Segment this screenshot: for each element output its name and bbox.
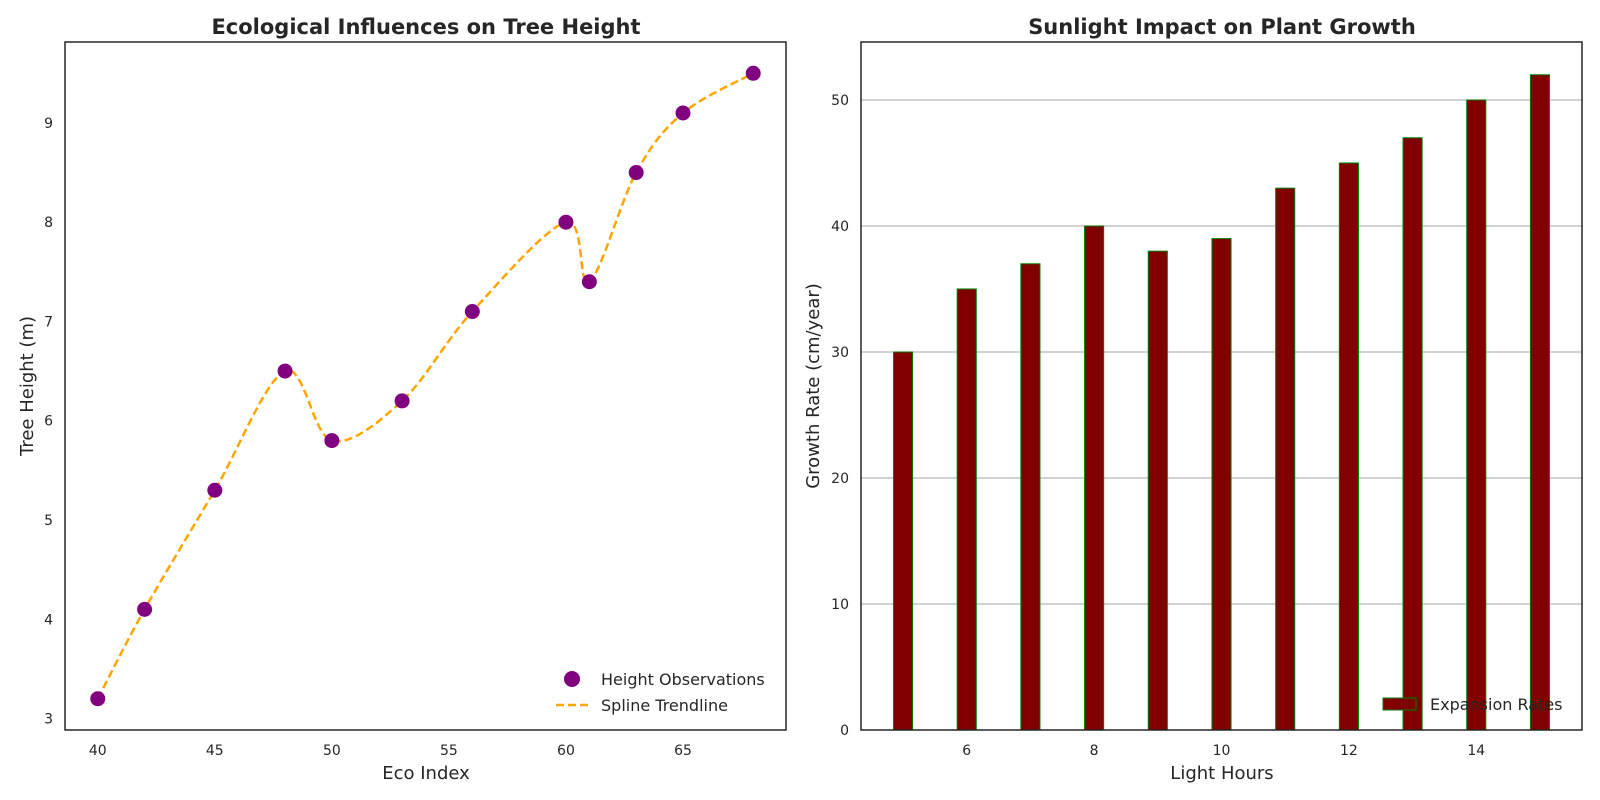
legend-marker-height-observations [564, 671, 580, 687]
bar [1020, 263, 1041, 731]
y-tick-label: 50 [831, 93, 849, 109]
scatter-point [90, 691, 106, 707]
x-tick-label: 10 [1213, 743, 1231, 759]
scatter-point [207, 482, 223, 498]
bar [892, 351, 914, 731]
y-tick-label: 7 [44, 314, 53, 330]
scatter-point [745, 65, 761, 81]
x-tick-label: 14 [1467, 743, 1485, 759]
y-tick-label: 0 [840, 723, 849, 739]
legend-marker-expansion-rates [1382, 697, 1417, 711]
scatter-point [137, 601, 153, 617]
x-tick-label: 40 [89, 743, 107, 759]
legend-label-expansion-rates: Expansion Rates [1430, 695, 1563, 714]
y-tick-label: 40 [831, 219, 849, 235]
bar [1211, 238, 1232, 731]
x-axis-label: Light Hours [1170, 763, 1273, 784]
y-tick-label: 20 [831, 471, 849, 487]
x-axis-label: Eco Index [382, 763, 470, 784]
scatter-point [558, 214, 574, 230]
x-tick-label: 12 [1340, 743, 1358, 759]
x-tick-label: 45 [206, 743, 224, 759]
y-tick-label: 30 [831, 345, 849, 361]
y-tick-label: 5 [44, 513, 53, 529]
x-tick-label: 6 [962, 743, 971, 759]
chart-title: Sunlight Impact on Plant Growth [1028, 15, 1416, 39]
chart-title: Ecological Influences on Tree Height [211, 15, 640, 39]
legend-label-spline-trendline: Spline Trendline [601, 696, 728, 715]
scatter-point [628, 165, 644, 181]
x-tick-label: 55 [440, 743, 458, 759]
y-tick-label: 3 [44, 712, 53, 728]
bar [1147, 250, 1168, 731]
x-tick-label: 50 [323, 743, 341, 759]
bar [1338, 162, 1359, 731]
bar [1275, 187, 1296, 731]
legend-label-height-observations: Height Observations [601, 670, 765, 689]
bar [956, 288, 977, 731]
bar [1402, 137, 1423, 731]
axes-frame [860, 41, 1583, 731]
bar-chart: Sunlight Impact on Plant Growth 6 8 10 12 14… [803, 15, 1583, 784]
bar [1084, 225, 1105, 731]
axes-frame [64, 41, 787, 731]
y-tick-label: 8 [44, 215, 53, 231]
y-axis-label: Growth Rate (cm/year) [803, 283, 824, 489]
bar [1529, 74, 1551, 731]
plot-area [861, 74, 1582, 731]
y-axis-label: Tree Height (m) [17, 316, 38, 457]
legend: Height Observations Spline Trendline [556, 670, 765, 715]
x-tick-label: 65 [674, 743, 692, 759]
scatter-chart: Ecological Influences on Tree Height 40 4… [17, 15, 787, 784]
scatter-point [277, 363, 293, 379]
legend: Expansion Rates [1382, 695, 1563, 714]
scatter-point [675, 105, 691, 121]
scatter-point [581, 274, 597, 290]
y-tick-label: 9 [44, 116, 53, 132]
y-tick-label: 6 [44, 414, 53, 430]
spline-trendline [96, 72, 754, 700]
scatter-point [464, 304, 480, 320]
x-tick-label: 60 [557, 743, 575, 759]
scatter-point [394, 393, 410, 409]
bar [1466, 99, 1487, 731]
y-tick-label: 4 [44, 612, 53, 628]
plot-area [90, 65, 761, 707]
scatter-point [324, 433, 340, 449]
y-tick-label: 10 [831, 597, 849, 613]
x-tick-label: 8 [1090, 743, 1099, 759]
